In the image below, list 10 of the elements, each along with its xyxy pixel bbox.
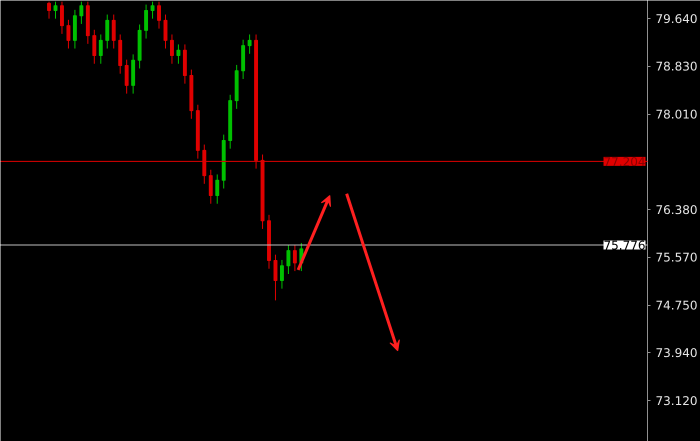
ref-line-label: 75.776: [604, 238, 646, 252]
y-tick-label: 75.570: [656, 250, 698, 265]
y-tick-label: 78.010: [656, 108, 698, 122]
y-tick-label: 73.940: [656, 346, 698, 360]
y-tick-label: 76.380: [656, 203, 698, 218]
y-tick-label: 78.830: [656, 60, 698, 74]
y-tick-label: 73.120: [656, 394, 698, 408]
y-tick-label: 74.750: [656, 298, 698, 313]
y-tick-label: 79.640: [656, 12, 698, 26]
ref-line-label: 77.204: [604, 154, 646, 169]
